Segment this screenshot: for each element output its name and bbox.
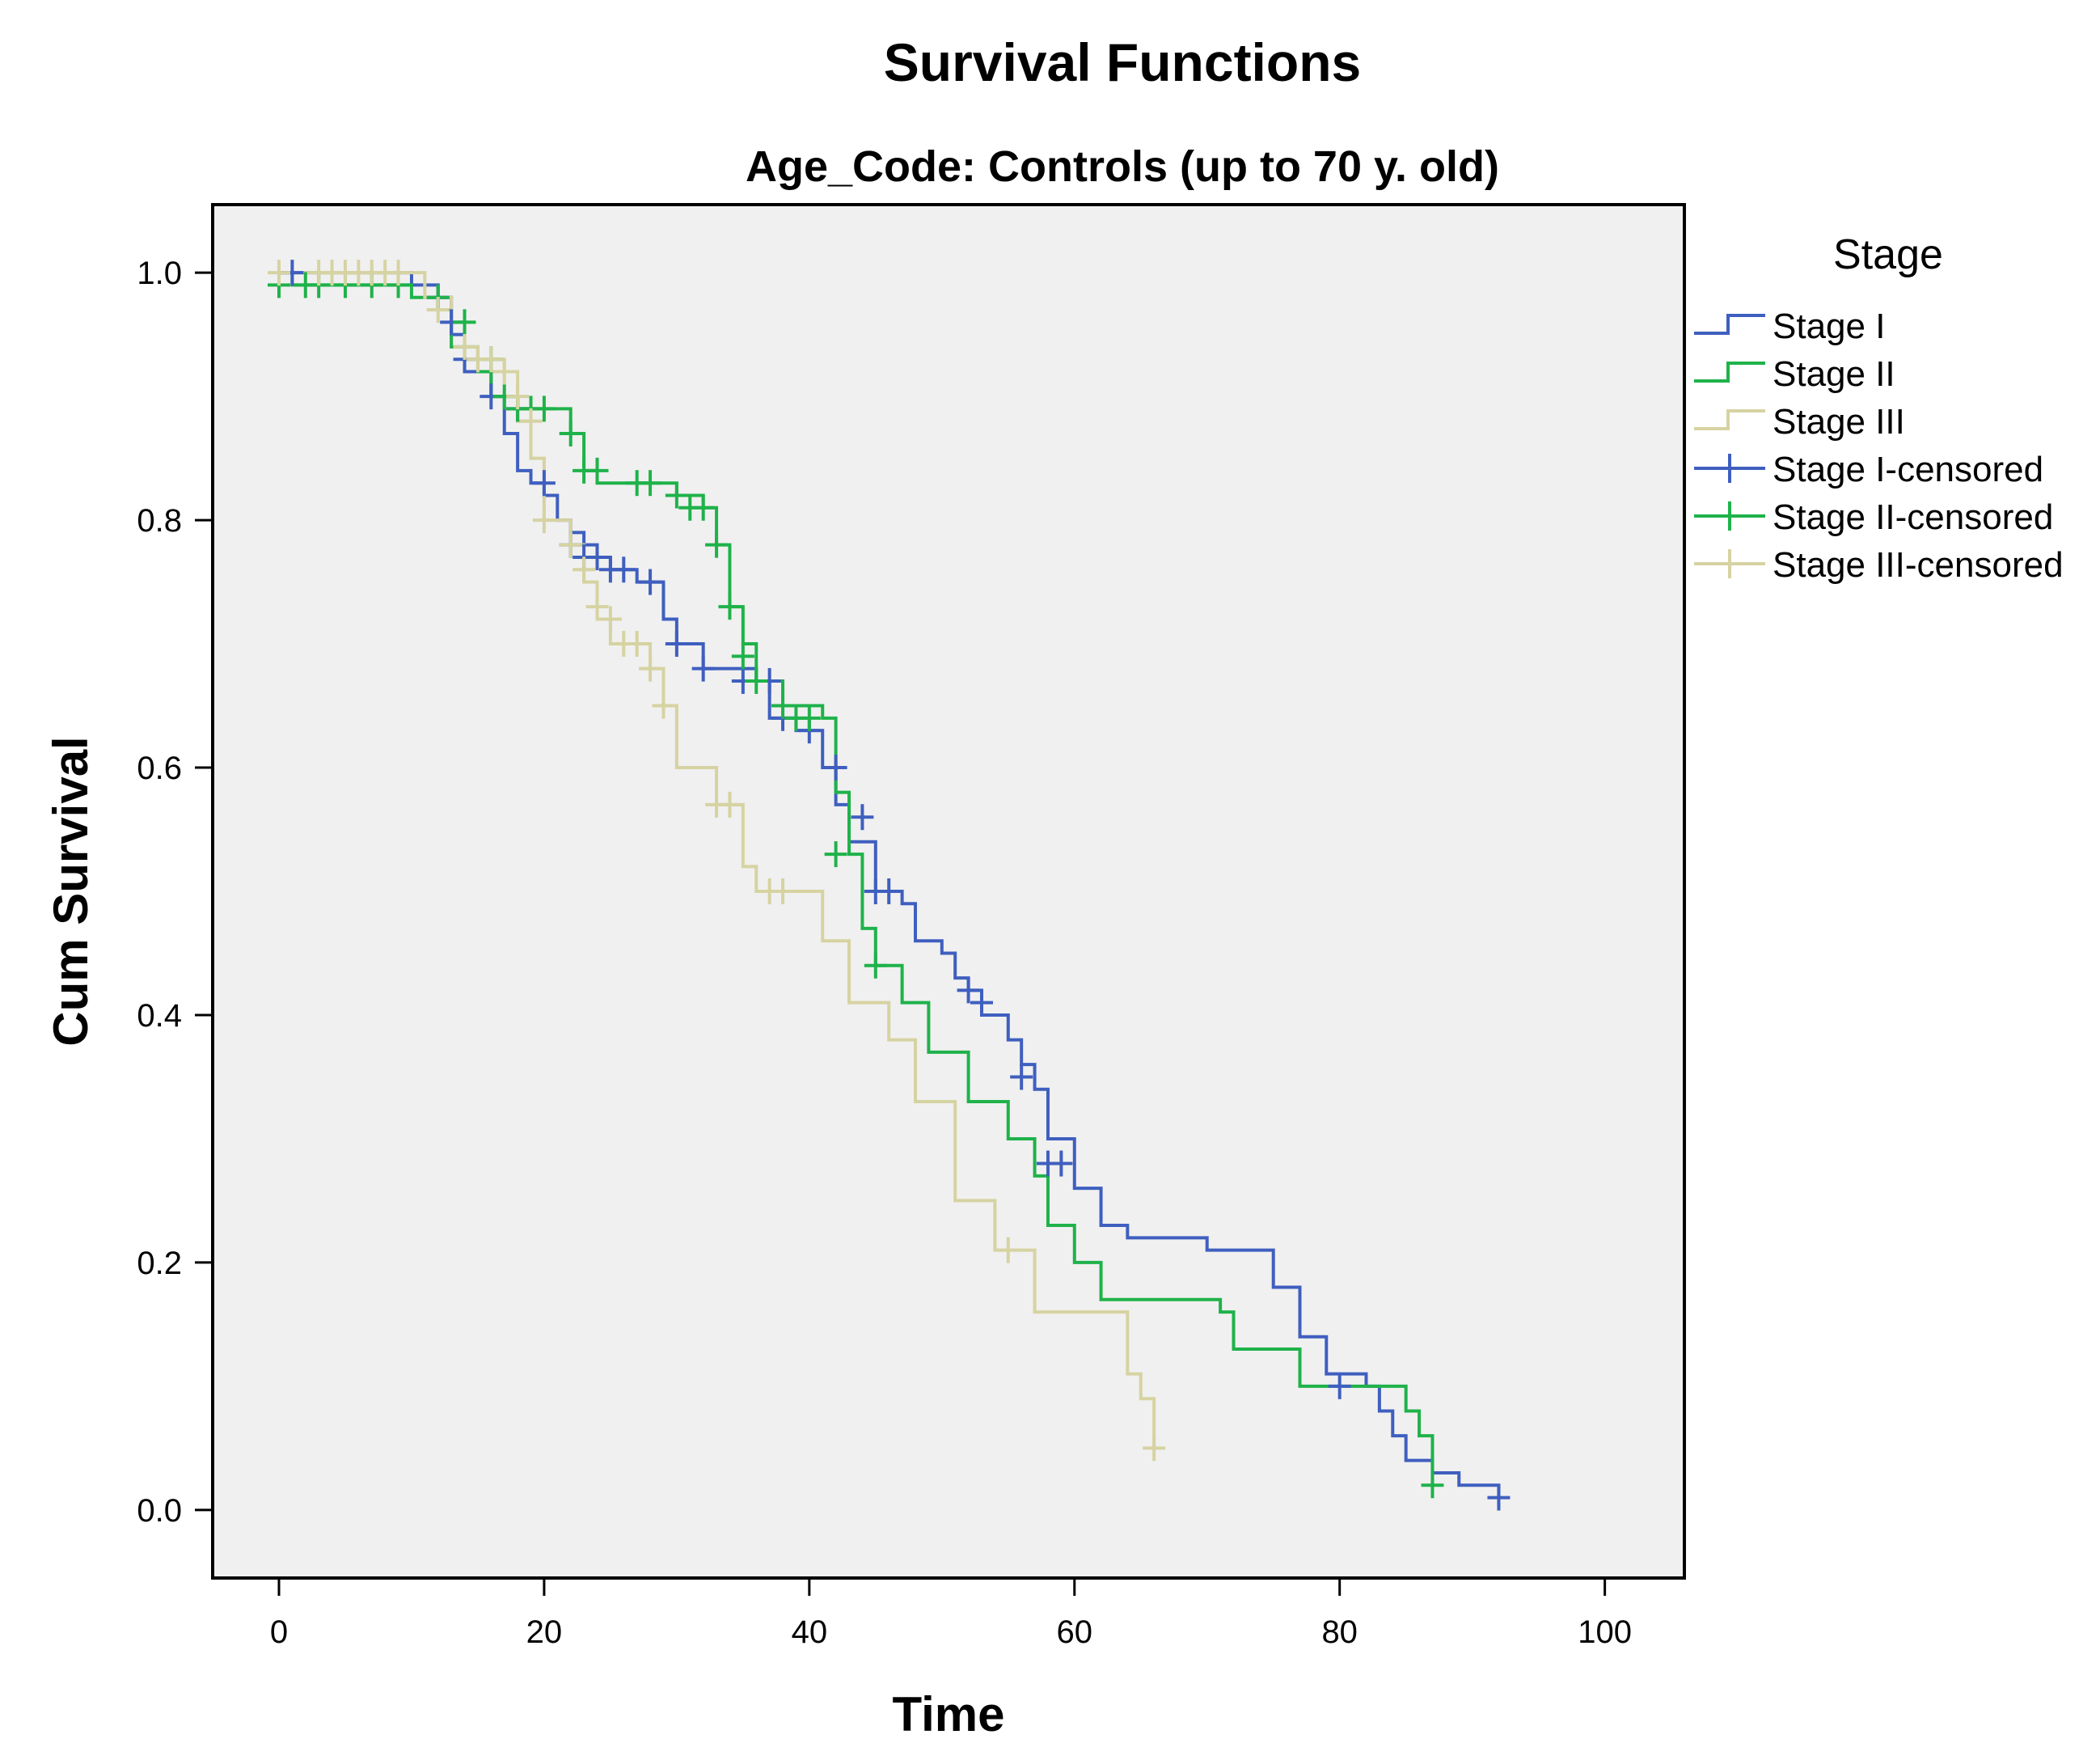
censor-marks-layer: [267, 260, 1511, 1511]
censor-mark: [639, 470, 662, 497]
legend-item: Stage III-censored: [1694, 545, 2064, 585]
x-tick-label: 40: [792, 1614, 828, 1650]
y-tick-label: 1.0: [137, 256, 182, 291]
plot-area: [211, 203, 1686, 1580]
censor-mark: [691, 655, 715, 682]
legend-label: Stage III: [1773, 402, 1905, 442]
x-tick-label: 0: [270, 1614, 288, 1650]
legend-item: Stage I-censored: [1694, 450, 2043, 489]
censor-mark: [492, 358, 516, 385]
chart-title: Survival Functions: [884, 32, 1361, 92]
censor-mark: [387, 260, 410, 286]
censor-mark: [573, 556, 596, 583]
censor-mark: [519, 408, 543, 434]
censor-mark: [705, 531, 729, 558]
censor-mark: [585, 544, 609, 570]
censor-mark: [559, 531, 582, 558]
censor-mark: [665, 631, 688, 658]
censor-mark: [665, 482, 688, 509]
censor-mark: [480, 346, 503, 373]
censor-mark: [532, 396, 556, 422]
censor-mark: [851, 804, 874, 831]
censor-mark: [1050, 1150, 1073, 1177]
censor-mark: [532, 470, 556, 497]
censor-mark: [970, 989, 993, 1016]
censor-mark: [1143, 1435, 1166, 1462]
legend-item: Stage III: [1694, 402, 1905, 442]
x-axis: 0 20 40 60 80 100: [270, 1578, 1632, 1650]
y-axis: 0.0 0.2 0.4 0.6 0.8 1.0: [137, 256, 213, 1529]
censor-mark: [1487, 1484, 1511, 1511]
censor-mark: [639, 655, 662, 682]
legend-swatch: [1694, 409, 1765, 430]
censor-mark: [996, 1237, 1020, 1263]
censor-mark: [559, 421, 582, 446]
legend-label: Stage I-censored: [1773, 450, 2043, 489]
legend-swatch: [1694, 362, 1765, 383]
y-tick-label: 0.8: [137, 503, 182, 539]
censor-mark: [771, 878, 795, 904]
x-tick-label: 80: [1321, 1614, 1358, 1650]
y-axis-title: Cum Survival: [44, 736, 98, 1046]
censor-mark: [864, 952, 887, 979]
censor-mark: [585, 457, 609, 484]
censor-mark: [1328, 1373, 1351, 1399]
censor-mark: [691, 494, 715, 521]
censor-mark: [957, 977, 980, 1004]
legend-label: Stage I: [1773, 307, 1885, 346]
y-tick-label: 0.4: [137, 998, 182, 1034]
y-tick-label: 0.2: [137, 1246, 182, 1281]
censor-mark: [877, 878, 901, 904]
censor-mark: [625, 631, 649, 658]
legend-title: Stage: [1833, 231, 1943, 278]
x-tick-label: 60: [1057, 1614, 1093, 1650]
censor-mark: [824, 841, 847, 868]
x-tick-label: 20: [526, 1614, 563, 1650]
legend-label: Stage III-censored: [1773, 545, 2064, 585]
censor-mark: [585, 594, 609, 620]
censor-mark: [652, 692, 675, 719]
legend: Stage Stage I Stage II Stage III Stage I-ce…: [1694, 231, 2064, 585]
legend-item: Stage II-censored: [1694, 497, 2053, 537]
censor-mark: [745, 667, 768, 694]
legend-item: Stage I: [1694, 307, 1885, 346]
censor-mark: [639, 569, 662, 595]
censor-mark: [598, 606, 622, 632]
censor-mark: [824, 755, 847, 781]
censor-mark: [771, 692, 795, 719]
censor-mark: [1421, 1472, 1444, 1499]
censor-mark: [506, 383, 530, 410]
censor-mark: [731, 643, 754, 670]
legend-items: Stage I Stage II Stage III Stage I-censored…: [1694, 307, 2064, 585]
legend-label: Stage II-censored: [1773, 497, 2053, 537]
censor-mark: [453, 309, 476, 336]
legend-label: Stage II: [1773, 354, 1895, 394]
x-axis-title: Time: [893, 1687, 1005, 1741]
chart-subtitle: Age_Code: Controls (up to 70 y. old): [746, 142, 1499, 191]
censor-mark: [718, 791, 742, 818]
censor-mark: [532, 507, 556, 534]
y-tick-label: 0.0: [137, 1493, 182, 1529]
y-tick-label: 0.6: [137, 751, 182, 786]
censor-mark: [797, 704, 821, 731]
x-tick-label: 100: [1578, 1614, 1632, 1650]
censor-mark: [267, 260, 290, 286]
censor-mark: [612, 556, 636, 583]
censor-mark: [718, 594, 742, 620]
censor-mark: [426, 297, 450, 324]
censor-mark: [1010, 1064, 1033, 1090]
legend-swatch: [1694, 314, 1765, 335]
legend-item: Stage II: [1694, 354, 1895, 394]
censor-mark: [453, 333, 476, 360]
